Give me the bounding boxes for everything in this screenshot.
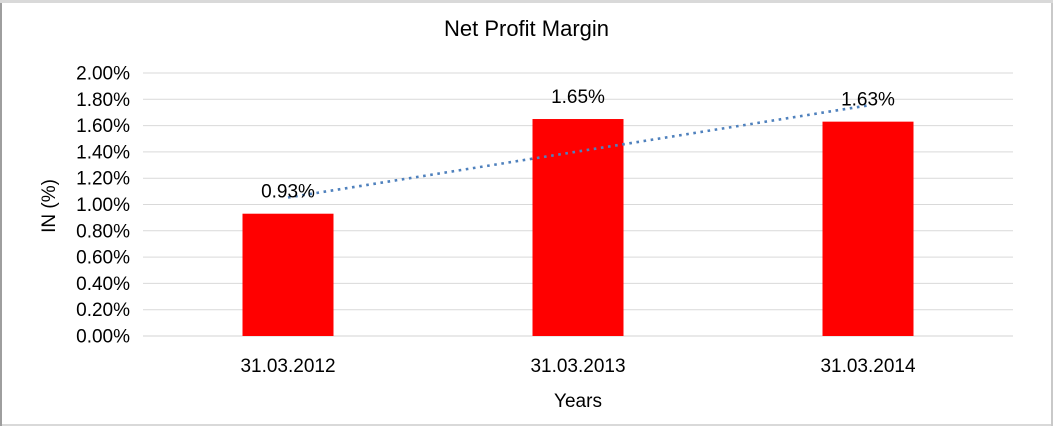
data-label: 0.93% <box>261 182 315 203</box>
y-tick-label: 2.00% <box>76 64 130 85</box>
y-tick-label: 0.40% <box>76 274 130 295</box>
y-tick-label: 1.80% <box>76 90 130 111</box>
y-tick-label: 1.20% <box>76 169 130 190</box>
y-tick-label: 1.40% <box>76 142 130 163</box>
y-tick-label: 0.20% <box>76 300 130 321</box>
bar <box>242 213 334 336</box>
bar <box>822 121 914 336</box>
y-tick-label: 0.00% <box>76 327 130 348</box>
x-tick-label: 31.03.2012 <box>240 356 335 377</box>
data-label: 1.65% <box>551 87 605 108</box>
data-label: 1.63% <box>841 90 895 111</box>
x-axis-title: Years <box>554 391 602 412</box>
chart-title: Net Profit Margin <box>443 16 610 41</box>
y-tick-label: 1.60% <box>76 116 130 137</box>
y-tick-label: 1.00% <box>76 195 130 216</box>
y-tick-label: 0.80% <box>76 221 130 242</box>
x-tick-label: 31.03.2013 <box>530 356 625 377</box>
y-tick-label: 0.60% <box>76 248 130 269</box>
x-tick-label: 31.03.2014 <box>820 356 916 377</box>
bar <box>532 119 624 337</box>
